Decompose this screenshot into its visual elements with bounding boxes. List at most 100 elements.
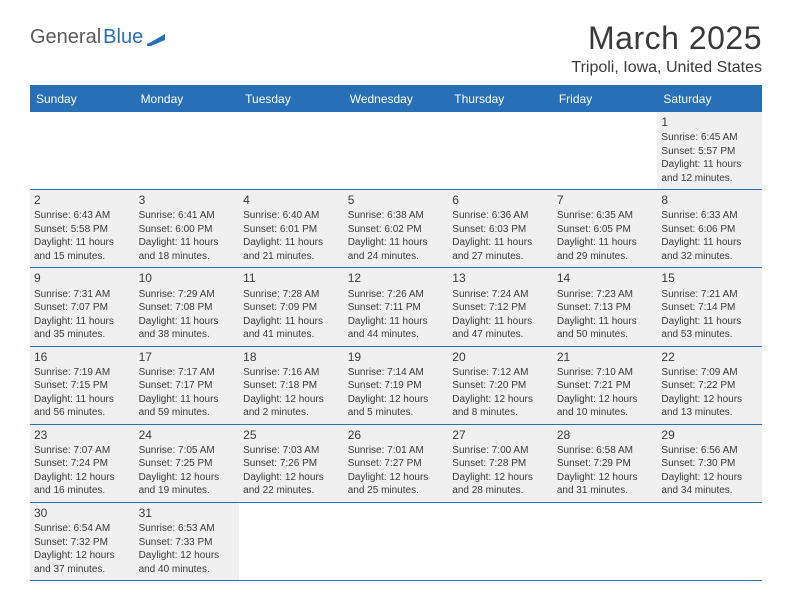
day-number: 20: [452, 349, 549, 365]
day-detail-line: Sunrise: 6:54 AM: [34, 522, 131, 536]
day-detail-line: Sunset: 7:14 PM: [661, 301, 758, 315]
day-number: 19: [348, 349, 445, 365]
day-detail-line: Sunrise: 6:33 AM: [661, 209, 758, 223]
logo-text-general: General: [30, 26, 101, 49]
calendar-day: 14Sunrise: 7:23 AMSunset: 7:13 PMDayligh…: [553, 268, 658, 345]
day-detail-line: Daylight: 12 hours: [243, 393, 340, 407]
calendar-week-row: 16Sunrise: 7:19 AMSunset: 7:15 PMDayligh…: [30, 347, 762, 425]
day-number: 30: [34, 505, 131, 521]
calendar-day: 8Sunrise: 6:33 AMSunset: 6:06 PMDaylight…: [657, 190, 762, 267]
day-detail-line: Sunrise: 7:05 AM: [139, 444, 236, 458]
day-number: 29: [661, 427, 758, 443]
day-number: 10: [139, 270, 236, 286]
calendar-week-row: 1Sunrise: 6:45 AMSunset: 5:57 PMDaylight…: [30, 112, 762, 190]
day-detail-line: Sunrise: 7:10 AM: [557, 366, 654, 380]
day-number: 11: [243, 270, 340, 286]
day-detail-line: Sunrise: 6:40 AM: [243, 209, 340, 223]
calendar-week-row: 30Sunrise: 6:54 AMSunset: 7:32 PM Dayligh…: [30, 503, 762, 581]
calendar-day: 31Sunrise: 6:53 AMSunset: 7:33 PMDayligh…: [135, 503, 240, 580]
day-detail-line: Sunset: 7:09 PM: [243, 301, 340, 315]
weekday-header: Saturday: [657, 87, 762, 112]
day-detail-line: Sunset: 7:20 PM: [452, 379, 549, 393]
day-detail-line: and 21 minutes.: [243, 250, 340, 264]
day-detail-line: Sunset: 7:19 PM: [348, 379, 445, 393]
calendar-day: 29Sunrise: 6:56 AMSunset: 7:30 PMDayligh…: [657, 425, 762, 502]
day-detail-line: Sunset: 7:32 PM: [34, 536, 131, 550]
calendar-day: 11Sunrise: 7:28 AMSunset: 7:09 PMDayligh…: [239, 268, 344, 345]
day-detail-line: and 8 minutes.: [452, 406, 549, 420]
weekday-header: Monday: [135, 87, 240, 112]
calendar-day-empty: [657, 503, 762, 580]
day-number: 14: [557, 270, 654, 286]
day-detail-line: Sunset: 7:08 PM: [139, 301, 236, 315]
calendar-day-empty: [135, 112, 240, 189]
calendar-day-empty: [344, 503, 449, 580]
day-detail-line: Sunset: 6:02 PM: [348, 223, 445, 237]
day-detail-line: Sunrise: 6:45 AM: [661, 131, 758, 145]
weekday-header: Friday: [553, 87, 658, 112]
calendar-day: 1Sunrise: 6:45 AMSunset: 5:57 PMDaylight…: [657, 112, 762, 189]
calendar-day: 9Sunrise: 7:31 AMSunset: 7:07 PMDaylight…: [30, 268, 135, 345]
day-detail-line: Daylight: 12 hours: [452, 471, 549, 485]
day-detail-line: Sunrise: 6:35 AM: [557, 209, 654, 223]
day-detail-line: Sunrise: 7:28 AM: [243, 288, 340, 302]
day-number: 21: [557, 349, 654, 365]
day-detail-line: Daylight: 11 hours: [557, 236, 654, 250]
day-detail-line: and 2 minutes.: [243, 406, 340, 420]
day-number: 13: [452, 270, 549, 286]
calendar-day: 21Sunrise: 7:10 AMSunset: 7:21 PMDayligh…: [553, 347, 658, 424]
calendar-day: 18Sunrise: 7:16 AMSunset: 7:18 PMDayligh…: [239, 347, 344, 424]
day-detail-line: Sunrise: 7:09 AM: [661, 366, 758, 380]
day-detail-line: and 19 minutes.: [139, 484, 236, 498]
day-detail-line: and 38 minutes.: [139, 328, 236, 342]
calendar-day: 3Sunrise: 6:41 AMSunset: 6:00 PMDaylight…: [135, 190, 240, 267]
day-detail-line: Sunset: 6:05 PM: [557, 223, 654, 237]
day-number: 15: [661, 270, 758, 286]
calendar-day: 25Sunrise: 7:03 AMSunset: 7:26 PMDayligh…: [239, 425, 344, 502]
day-detail-line: Sunrise: 7:16 AM: [243, 366, 340, 380]
day-number: 17: [139, 349, 236, 365]
day-detail-line: and 15 minutes.: [34, 250, 131, 264]
day-detail-line: Daylight: 11 hours: [139, 315, 236, 329]
day-detail-line: Sunrise: 7:31 AM: [34, 288, 131, 302]
day-number: 1: [661, 114, 758, 130]
day-detail-line: and 25 minutes.: [348, 484, 445, 498]
day-detail-line: and 18 minutes.: [139, 250, 236, 264]
calendar: SundayMondayTuesdayWednesdayThursdayFrid…: [30, 85, 762, 581]
day-detail-line: Sunrise: 7:03 AM: [243, 444, 340, 458]
day-number: 22: [661, 349, 758, 365]
month-title: March 2025: [571, 20, 762, 57]
day-detail-line: Daylight: 12 hours: [139, 549, 236, 563]
day-detail-line: and 41 minutes.: [243, 328, 340, 342]
day-detail-line: Daylight: 11 hours: [348, 236, 445, 250]
day-detail-line: and 50 minutes.: [557, 328, 654, 342]
day-number: 28: [557, 427, 654, 443]
day-detail-line: Sunset: 7:07 PM: [34, 301, 131, 315]
day-number: 31: [139, 505, 236, 521]
day-detail-line: Sunrise: 7:26 AM: [348, 288, 445, 302]
day-detail-line: Daylight: 12 hours: [348, 471, 445, 485]
logo-text-blue: Blue: [103, 26, 143, 49]
day-detail-line: Sunrise: 7:24 AM: [452, 288, 549, 302]
day-detail-line: Daylight: 11 hours: [34, 315, 131, 329]
day-detail-line: Daylight: 12 hours: [661, 471, 758, 485]
day-detail-line: Daylight: 12 hours: [139, 471, 236, 485]
day-detail-line: Daylight: 12 hours: [557, 471, 654, 485]
day-detail-line: Sunrise: 7:19 AM: [34, 366, 131, 380]
day-detail-line: Daylight: 11 hours: [139, 236, 236, 250]
weekday-header: Wednesday: [344, 87, 449, 112]
day-detail-line: and 16 minutes.: [34, 484, 131, 498]
day-number: 5: [348, 192, 445, 208]
day-number: 12: [348, 270, 445, 286]
flag-icon: [147, 30, 167, 46]
calendar-day-empty: [239, 112, 344, 189]
day-detail-line: Sunset: 6:01 PM: [243, 223, 340, 237]
day-detail-line: Sunset: 7:11 PM: [348, 301, 445, 315]
calendar-day: 7Sunrise: 6:35 AMSunset: 6:05 PMDaylight…: [553, 190, 658, 267]
day-number: 16: [34, 349, 131, 365]
day-detail-line: and 40 minutes.: [139, 563, 236, 577]
day-detail-line: Sunrise: 6:56 AM: [661, 444, 758, 458]
day-detail-line: Sunrise: 6:43 AM: [34, 209, 131, 223]
day-detail-line: Sunrise: 6:41 AM: [139, 209, 236, 223]
day-detail-line: Daylight: 11 hours: [34, 393, 131, 407]
